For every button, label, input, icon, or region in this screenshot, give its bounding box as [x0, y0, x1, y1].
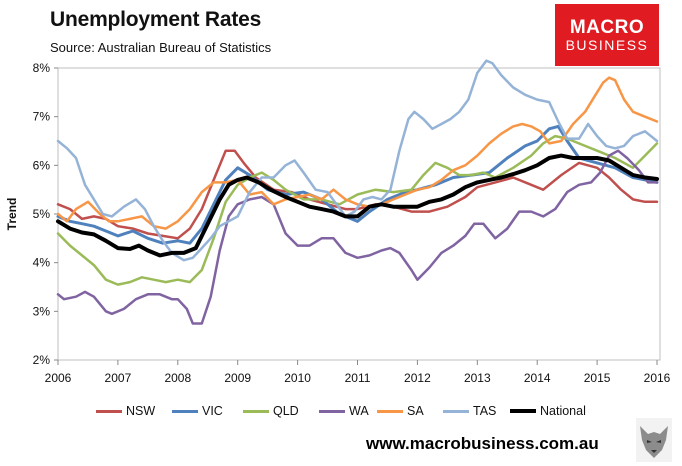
legend-item-vic: VIC — [172, 404, 223, 418]
legend-label: National — [540, 404, 586, 418]
x-tick-label: 2012 — [404, 371, 431, 385]
y-tick-label: 8% — [33, 61, 51, 75]
x-tick-label: 2006 — [45, 371, 72, 385]
y-tick-label: 4% — [33, 256, 51, 270]
x-tick-label: 2013 — [464, 371, 491, 385]
series-line-wa — [56, 149, 659, 325]
legend-swatch — [96, 409, 122, 413]
wolf-logo-icon — [636, 418, 672, 462]
x-tick-label: 2011 — [345, 371, 371, 385]
legend-label: SA — [407, 404, 424, 418]
legend-swatch — [510, 409, 536, 413]
legend-label: VIC — [202, 404, 223, 418]
legend-label: QLD — [273, 404, 299, 418]
y-tick-label: 7% — [33, 110, 51, 124]
legend-item-sa: SA — [377, 404, 424, 418]
website-url[interactable]: www.macrobusiness.com.au — [366, 434, 599, 453]
x-tick-label: 2009 — [224, 371, 251, 385]
series-line-tas — [56, 59, 659, 262]
y-tick-label: 3% — [33, 304, 51, 318]
brand-logo[interactable]: MACRO BUSINESS — [555, 4, 659, 66]
x-tick-label: 2016 — [644, 371, 671, 385]
legend-item-qld: QLD — [243, 404, 299, 418]
legend-label: TAS — [473, 404, 497, 418]
brand-line-1: MACRO — [569, 16, 645, 38]
chart-legend: NSW VIC QLD WA SA TAS National — [0, 404, 682, 424]
y-tick-label: 6% — [33, 158, 51, 172]
series-line-nsw — [56, 149, 659, 240]
legend-swatch — [172, 409, 198, 413]
legend-label: WA — [349, 404, 369, 418]
series-line-qld — [56, 134, 659, 286]
x-tick-label: 2010 — [284, 371, 311, 385]
legend-item-national: National — [510, 404, 586, 418]
x-tick-label: 2008 — [164, 371, 191, 385]
legend-swatch — [243, 409, 269, 413]
legend-item-tas: TAS — [443, 404, 496, 418]
chart-subtitle: Source: Australian Bureau of Statistics — [50, 40, 272, 55]
series-line-vic — [56, 124, 659, 245]
y-tick-label: 5% — [33, 207, 51, 221]
legend-item-wa: WA — [319, 404, 369, 418]
legend-swatch — [319, 409, 345, 413]
legend-item-nsw: NSW — [96, 404, 155, 418]
chart-title: Unemployment Rates — [50, 8, 262, 31]
y-tick-label: 2% — [33, 353, 51, 367]
legend-label: NSW — [126, 404, 156, 418]
series-line-national — [56, 153, 659, 258]
x-tick-label: 2007 — [105, 371, 132, 385]
y-axis-label: Trend — [5, 198, 19, 231]
x-tick-label: 2014 — [524, 371, 551, 385]
legend-swatch — [377, 409, 403, 413]
legend-swatch — [443, 409, 469, 413]
brand-line-2: BUSINESS — [565, 36, 649, 53]
x-tick-label: 2015 — [584, 371, 611, 385]
